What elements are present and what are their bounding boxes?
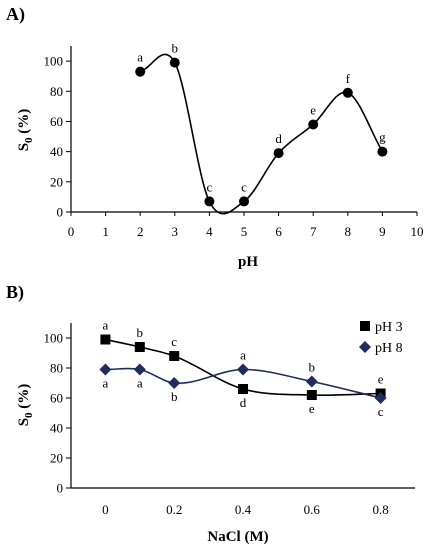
panel-b-annotations: a a b a c b a d b e e c (103, 318, 384, 420)
panel-b-points (99, 334, 387, 404)
y-tick-label: 80 (50, 84, 63, 99)
legend-marker-ph8 (359, 341, 371, 353)
data-point-ph8 (168, 377, 181, 389)
x-tick-label: 0.2 (166, 502, 182, 517)
x-tick-label: 9 (379, 224, 386, 239)
panel-b: B) 0 20 40 60 80 100 0 0.2 0.4 0.6 0.8 a a b a c b a d b e e… (6, 282, 415, 545)
significance-label: g (379, 130, 386, 145)
data-point (377, 146, 388, 157)
y-tick-label: 60 (50, 114, 63, 129)
data-point-ph3 (169, 351, 180, 361)
x-tick-label: 5 (241, 224, 248, 239)
x-tick-label: 0 (102, 502, 109, 517)
data-point (135, 66, 146, 77)
panel-a-xlabel: pH (238, 254, 258, 270)
data-point (342, 87, 353, 98)
significance-label-ph3: b (137, 325, 144, 340)
data-point (273, 148, 284, 159)
y-tick-label: 0 (57, 481, 64, 496)
significance-label: e (310, 102, 316, 117)
data-point (204, 196, 215, 207)
significance-label: c (241, 179, 247, 194)
legend-marker-ph3 (360, 321, 370, 331)
significance-label: b (172, 41, 179, 56)
data-point-ph3 (238, 384, 248, 394)
panel-b-legend: pH 3 pH 8 (359, 320, 403, 356)
data-point-ph8 (133, 363, 146, 376)
x-tick-label: 8 (345, 224, 352, 239)
significance-label-ph8: b (309, 360, 316, 375)
y-tick-label: 100 (44, 331, 64, 346)
significance-label: d (275, 131, 282, 146)
data-point (169, 57, 180, 68)
x-tick-label: 2 (137, 224, 144, 239)
significance-label-ph8: a (240, 348, 246, 363)
x-tick-label: 10 (411, 224, 424, 239)
x-tick-label: 3 (172, 224, 179, 239)
panel-b-ylabel: S0 (%) (16, 384, 35, 427)
data-point-ph8 (237, 363, 249, 376)
significance-label-ph3: c (171, 334, 177, 349)
panel-a-ylabel: S0 (%) (16, 109, 35, 152)
panel-b-xlabel: NaCl (M) (207, 529, 268, 545)
data-point (239, 196, 249, 207)
y-tick-label: 20 (50, 174, 63, 189)
data-point-ph3 (134, 342, 145, 352)
significance-label-ph3: a (103, 318, 109, 333)
significance-label: f (346, 71, 351, 86)
significance-label-ph3: e (378, 372, 384, 387)
y-tick-label: 0 (57, 205, 64, 220)
panel-a-points (135, 57, 388, 207)
data-point-ph3 (306, 390, 317, 400)
significance-label: c (207, 179, 213, 194)
significance-label-ph3: d (240, 395, 247, 410)
x-tick-label: 4 (206, 224, 213, 239)
data-point-ph8 (374, 392, 387, 404)
y-tick-label: 20 (50, 451, 63, 466)
x-tick-label: 0.8 (372, 502, 388, 517)
x-tick-label: 6 (275, 224, 282, 239)
panel-a-axes: 0 20 40 60 80 100 0 1 2 3 4 5 6 7 8 9 10 (44, 46, 424, 239)
significance-label-ph3: e (309, 401, 315, 416)
panel-a-annotations: a b c c d e f g (137, 41, 386, 195)
y-tick-label: 100 (44, 54, 64, 69)
significance-label-ph8: a (137, 376, 143, 391)
y-tick-label: 40 (50, 144, 63, 159)
y-tick-label: 40 (50, 421, 63, 436)
legend-label: pH 8 (375, 341, 403, 356)
x-tick-label: 0 (68, 224, 75, 239)
data-point-ph8 (305, 375, 318, 388)
panel-a-label: A) (6, 4, 25, 25)
panel-b-label: B) (6, 282, 24, 303)
significance-label-ph8: a (103, 376, 109, 391)
y-tick-label: 80 (50, 361, 63, 376)
data-point (308, 119, 319, 130)
significance-label: a (137, 50, 143, 65)
x-tick-label: 0.6 (304, 502, 321, 517)
data-point-ph3 (100, 334, 111, 345)
x-tick-label: 7 (310, 224, 317, 239)
significance-label-ph8: b (171, 389, 178, 404)
significance-label-ph8: c (378, 404, 384, 419)
x-tick-label: 0.4 (235, 502, 252, 517)
panel-b-axes: 0 20 40 60 80 100 0 0.2 0.4 0.6 0.8 (44, 323, 415, 517)
y-tick-label: 60 (50, 391, 63, 406)
legend-label: pH 3 (375, 320, 403, 335)
x-tick-label: 1 (102, 224, 109, 239)
data-point-ph8 (99, 363, 112, 376)
